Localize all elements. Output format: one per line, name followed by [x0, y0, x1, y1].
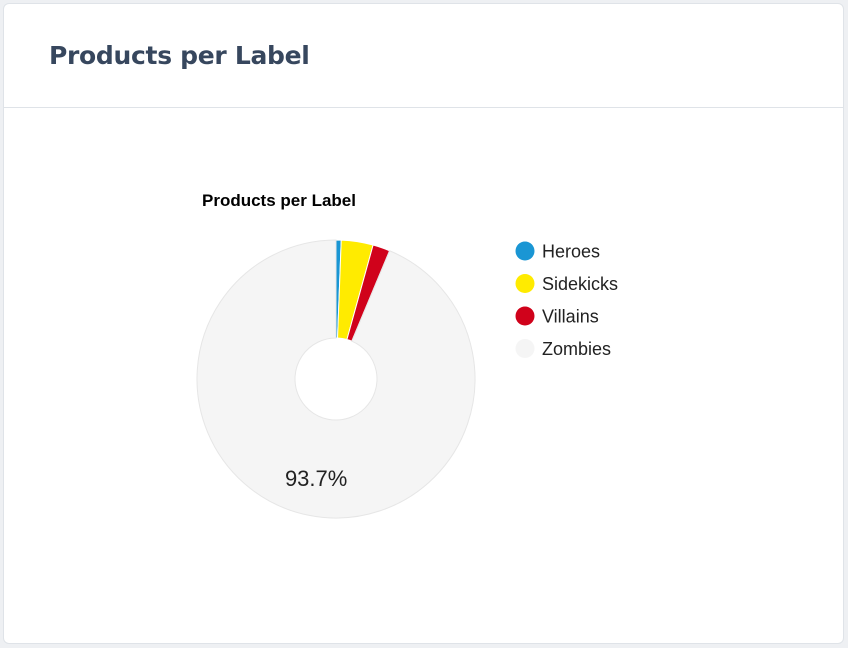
slice-group [196, 239, 476, 519]
legend-label: Villains [542, 307, 599, 327]
legend-label: Zombies [542, 339, 611, 359]
chart-title: Products per Label [202, 191, 356, 210]
data-label-group: 93.7% [285, 466, 347, 491]
legend-swatch [515, 339, 535, 358]
legend-label: Heroes [542, 242, 600, 262]
legend-label: Sidekicks [542, 274, 618, 294]
legend-item-heroes[interactable]: Heroes [515, 241, 601, 262]
slice-zombies[interactable] [196, 239, 476, 519]
card-title: Products per Label [49, 41, 310, 70]
legend-item-villains[interactable]: Villains [515, 306, 599, 327]
products-per-label-card: Products per Label Products per Label 93… [3, 3, 844, 644]
legend-swatch [515, 306, 535, 326]
legend: Heroes Sidekicks Villains Zombies [515, 241, 619, 359]
legend-swatch [515, 241, 535, 261]
donut-chart: Products per Label 93.7% Heroes Sidekicks… [196, 191, 619, 519]
card-header: Products per Label [4, 4, 843, 108]
legend-swatch [515, 274, 535, 293]
legend-item-sidekicks[interactable]: Sidekicks [515, 274, 619, 294]
legend-item-zombies[interactable]: Zombies [515, 339, 612, 359]
data-label-zombies: 93.7% [285, 466, 347, 491]
chart-area: Products per Label 93.7% Heroes Sidekicks… [4, 108, 843, 643]
